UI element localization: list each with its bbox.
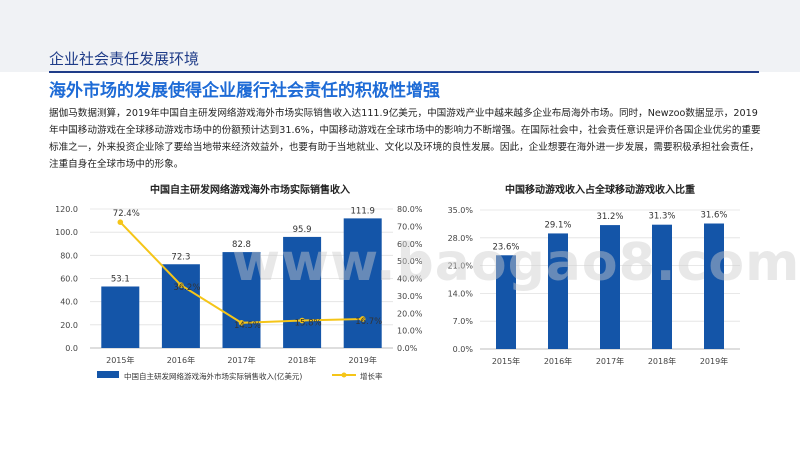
chart1-bar-label: 72.3 [171, 252, 190, 262]
chart1-growth-label: 36.2% [173, 283, 200, 293]
chart1-legend-bar-swatch [97, 371, 119, 378]
chart1-legend-bar-label: 中国自主研发网络游戏海外市场实际销售收入(亿美元) [124, 371, 302, 381]
chart2-x-tick: 2019年 [700, 356, 728, 366]
watermark: www.baogao8.com [232, 233, 800, 293]
chart1-right-tick: 0.0% [397, 344, 418, 353]
chart1-right-tick: 50.0% [397, 257, 423, 266]
chart1-left-tick: 40.0 [60, 298, 78, 307]
chart2-y-tick: 0.0% [453, 345, 474, 354]
chart1-growth-point [238, 320, 245, 326]
chart1-legend-line-marker [341, 372, 347, 378]
chart2-y-tick: 21.0% [448, 262, 474, 271]
chart1-growth-point [359, 316, 366, 322]
chart1-right-tick: 60.0% [397, 240, 423, 249]
chart1-x-tick: 2015年 [106, 355, 134, 365]
chart1-bar [101, 286, 140, 348]
chart2-x-tick: 2016年 [544, 356, 572, 366]
chart1-left-tick: 20.0 [60, 321, 78, 330]
chart1-x-tick: 2017年 [227, 355, 255, 365]
chart1-growth-label: 16.7% [355, 317, 382, 327]
chart1-bar [343, 218, 382, 348]
overseas-revenue-chart: 中国自主研发网络游戏海外市场实际销售收入 0.0 20.0 40.0 60.0 80.0… [55, 183, 423, 381]
chart1-growth-label: 72.4% [113, 209, 140, 219]
chart2-bar [600, 225, 620, 349]
chart1-left-tick: 100.0 [55, 228, 78, 237]
chart1-left-tick: 0.0 [65, 344, 78, 353]
chart2-bar-label: 31.3% [648, 212, 675, 222]
chart1-x-tick: 2018年 [288, 355, 316, 365]
chart2-bar [548, 233, 568, 349]
chart1-left-tick: 80.0 [60, 251, 78, 260]
chart2-title: 中国移动游戏收入占全球移动游戏收入比重 [505, 183, 695, 196]
chart1-right-tick: 10.0% [397, 327, 423, 336]
chart1-growth-point [117, 219, 124, 226]
chart1-bar-label: 82.8 [232, 240, 251, 250]
chart1-left-tick: 60.0 [60, 275, 78, 284]
chart1-bar [161, 264, 200, 348]
chart1-growth-label: 15.8% [295, 319, 322, 329]
chart1-bar [283, 236, 322, 348]
chart1-right-tick: 40.0% [397, 275, 423, 284]
chart2-x-tick: 2015年 [492, 356, 520, 366]
chart1-bar-label: 53.1 [111, 274, 130, 284]
mobile-share-chart: 中国移动游戏收入占全球移动游戏收入比重 0.0% 7.0% 14.0% 21.0% 28… [448, 183, 740, 366]
header-band [0, 0, 800, 72]
chart1-growth-point [299, 317, 305, 324]
chart2-bar-label: 31.2% [596, 212, 623, 222]
chart2-bar [704, 223, 724, 349]
chart2-bar [496, 255, 516, 349]
title-divider [49, 71, 759, 73]
chart1-right-tick: 70.0% [397, 222, 423, 231]
chart1-left-tick: 120.0 [55, 205, 78, 214]
chart2-x-tick: 2017年 [596, 356, 624, 366]
chart2-bar-label: 29.1% [544, 220, 571, 230]
chart1-right-tick: 80.0% [397, 205, 423, 214]
chart2-bar [652, 224, 672, 349]
chart1-right-tick: 30.0% [397, 292, 423, 301]
chart2-bar-label: 31.6% [700, 211, 727, 221]
page-subtitle: 海外市场的发展使得企业履行社会责任的积极性增强 [49, 81, 440, 101]
chart1-growth-point [178, 282, 184, 288]
chart1-bar-label: 111.9 [351, 206, 375, 216]
chart2-bar-label: 23.6% [492, 242, 519, 252]
chart2-x-tick: 2018年 [648, 356, 676, 366]
chart1-right-tick: 20.0% [397, 309, 423, 318]
chart1-x-tick: 2019年 [349, 355, 377, 365]
chart2-y-tick: 35.0% [448, 206, 474, 215]
chart1-x-tick: 2016年 [167, 355, 195, 365]
body-paragraph: 据伽马数据测算，2019年中国自主研发网络游戏海外市场实际销售收入达111.9亿… [49, 108, 761, 170]
chart1-bar [222, 252, 261, 348]
chart2-y-tick: 14.0% [448, 289, 474, 298]
chart1-legend-line-label: 增长率 [360, 371, 383, 381]
chart1-bar-label: 95.9 [293, 225, 312, 235]
chart2-y-tick: 7.0% [453, 317, 474, 326]
chart1-growth-label: 14.5% [234, 321, 261, 331]
chart2-y-tick: 28.0% [448, 234, 474, 243]
section-title: 企业社会责任发展环境 [49, 50, 200, 68]
chart1-title: 中国自主研发网络游戏海外市场实际销售收入 [150, 183, 350, 196]
